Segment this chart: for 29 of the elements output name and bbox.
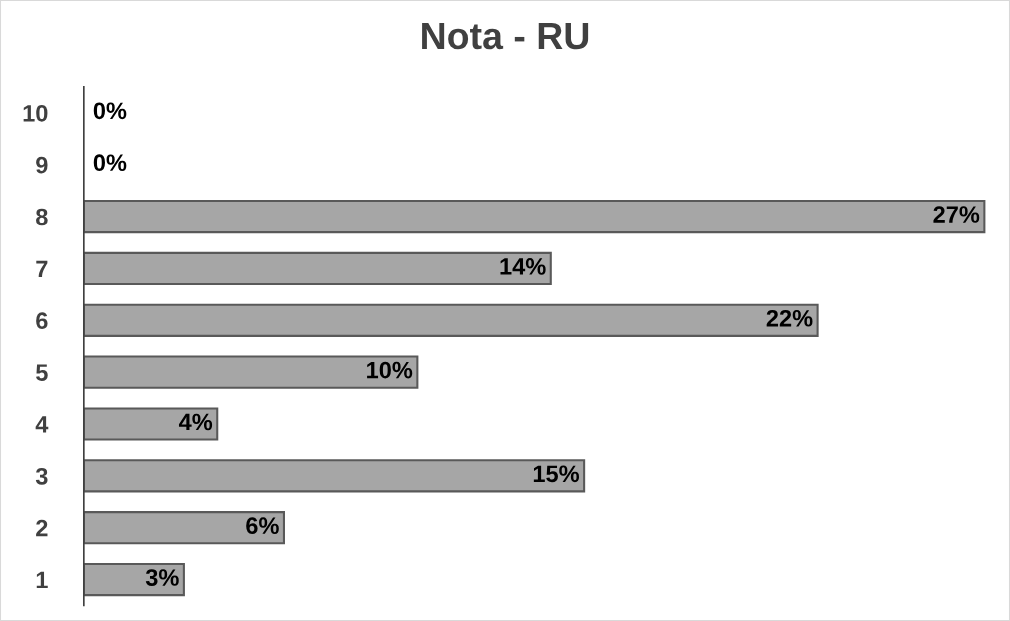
bar (83, 407, 219, 441)
bar (83, 199, 986, 234)
data-label: 0% (93, 154, 127, 172)
data-label: 14% (500, 258, 546, 275)
data-label: 15% (533, 465, 580, 483)
data-label: 22% (766, 309, 813, 327)
data-label: 6% (246, 517, 279, 535)
bar (83, 562, 185, 597)
bar (83, 251, 552, 286)
y-tick-label: 2 (36, 519, 48, 537)
y-tick-label: 8 (36, 208, 48, 226)
data-label: 4% (178, 413, 213, 431)
y-tick-label: 3 (35, 467, 48, 485)
bar (83, 459, 586, 493)
data-label: 10% (367, 361, 413, 379)
data-label: 27% (933, 206, 980, 223)
chart-title: Nota - RU (422, 23, 589, 50)
bar (83, 511, 285, 545)
bar (83, 303, 819, 337)
y-tick-label: 7 (36, 260, 48, 277)
data-label: 3% (145, 569, 179, 586)
data-label: 0% (93, 102, 127, 120)
y-tick-label: 5 (36, 364, 48, 381)
y-tick-label: 10 (23, 104, 48, 122)
y-tick-label: 9 (36, 156, 48, 174)
bar (83, 355, 419, 389)
y-tick-label: 4 (35, 416, 49, 433)
y-tick-label: 6 (36, 312, 48, 330)
y-tick-label: 1 (36, 571, 48, 589)
